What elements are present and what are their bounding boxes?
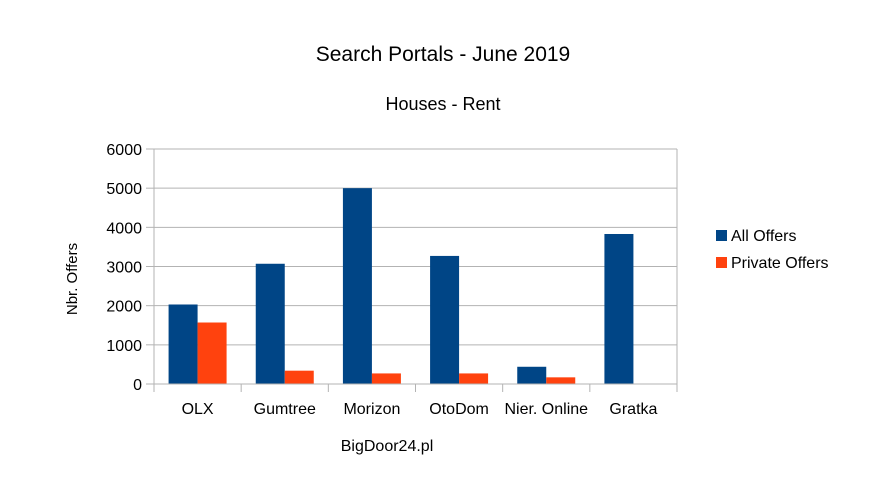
legend-swatch (716, 230, 727, 241)
y-tick-label: 3000 (106, 260, 142, 277)
legend-swatch (716, 257, 727, 268)
x-tick-label: Morizon (343, 401, 400, 418)
bar-private-offers (371, 373, 401, 384)
y-tick-label: 0 (133, 377, 142, 394)
bar-private-offers (197, 322, 227, 384)
chart-title: Search Portals - June 2019 (316, 43, 570, 66)
y-tick-label: 4000 (106, 220, 142, 237)
x-tick-label: OLX (182, 401, 214, 418)
y-tick-label: 5000 (106, 181, 142, 198)
legend: All Offers Private Offers (716, 228, 829, 272)
bars (168, 188, 634, 384)
bar-private-offers (459, 373, 489, 384)
y-tick-label: 6000 (106, 142, 142, 159)
chart-subtitle: Houses - Rent (385, 94, 500, 114)
bar-private-offers (546, 377, 576, 384)
x-tick-label: Nier. Online (504, 401, 588, 418)
bar-private-offers (284, 370, 314, 384)
axes: 0 1000 2000 3000 4000 5000 6000 OLX Gumtree Moriz… (106, 142, 678, 418)
bar-all-offers (517, 366, 547, 384)
gridlines (154, 148, 678, 384)
bar-all-offers (430, 255, 460, 384)
x-tick-label: OtoDom (429, 401, 489, 418)
bar-all-offers (168, 304, 198, 384)
bar-all-offers (255, 263, 285, 384)
y-tick-label: 1000 (106, 338, 142, 355)
y-tick-label: 2000 (106, 299, 142, 316)
x-axis-label: BigDoor24.pl (341, 438, 434, 455)
x-tick-label: Gratka (609, 401, 657, 418)
legend-label: Private Offers (731, 255, 829, 272)
x-tick-label: Gumtree (254, 401, 316, 418)
bar-all-offers (342, 188, 372, 384)
bar-all-offers (604, 233, 634, 384)
legend-label: All Offers (731, 228, 797, 245)
y-axis-label: Nbr. Offers (64, 243, 81, 315)
